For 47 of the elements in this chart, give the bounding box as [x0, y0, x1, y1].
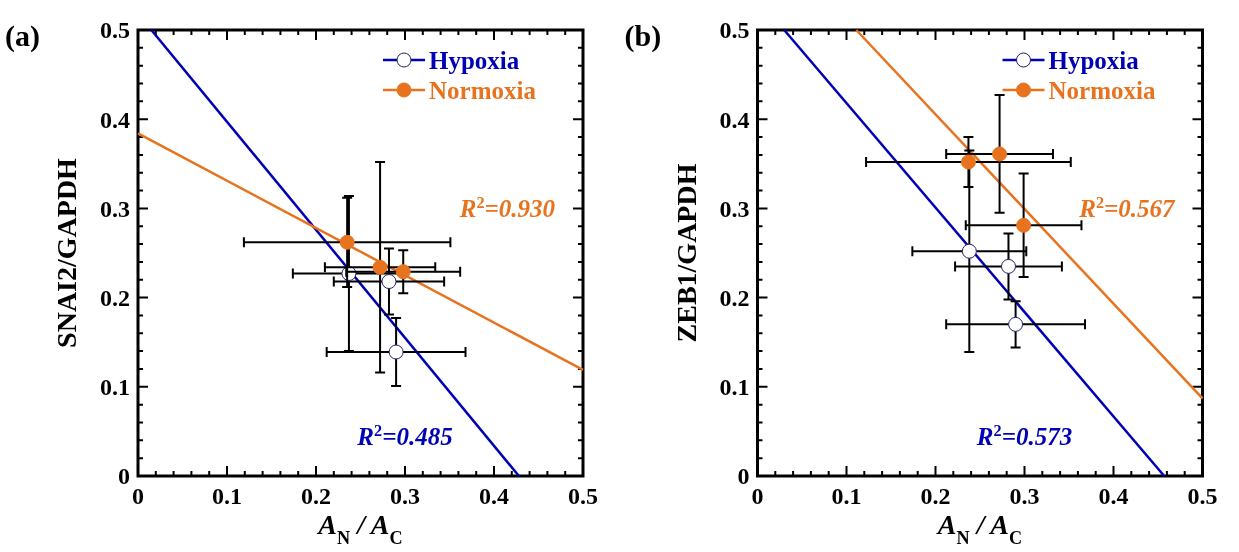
x-tick-label: 0.5	[1187, 483, 1218, 509]
x-tick-label: 0.4	[479, 483, 509, 509]
chart-title: (a)	[5, 19, 40, 53]
annotation: R$^{2}$=0.930	[458, 194, 556, 223]
x-tick-label: 0.1	[831, 483, 862, 509]
point	[1008, 316, 1024, 332]
x-axis-title: A$_{N}$ / A$_{C}$	[316, 509, 403, 548]
legend-label: Normoxia	[429, 76, 537, 104]
point	[961, 243, 977, 259]
y-tick-label: 0	[737, 463, 750, 490]
y-tick-label: 0.1	[719, 374, 750, 401]
x-tick-label: 0.2	[920, 483, 951, 509]
y-tick-label: 0	[118, 463, 130, 490]
y-tick-label: 0.2	[100, 285, 130, 311]
x-tick-label: 0.2	[301, 483, 331, 509]
y-tick-label: 0.3	[719, 195, 750, 222]
y-tick-label: 0.1	[100, 374, 130, 401]
legend-label: Hypoxia	[1048, 46, 1140, 74]
legend-label: Normoxia	[1048, 76, 1156, 104]
y-axis-title: SNAI2/GAPDH	[51, 157, 82, 348]
y-tick-label: 0.4	[719, 106, 750, 133]
x-tick-label: 0.1	[212, 483, 242, 509]
x-tick-label: 0.3	[390, 483, 420, 509]
point	[992, 146, 1008, 162]
y-axis-title: ZEB1/GAPDH	[670, 163, 702, 343]
y-tick-label: 0.3	[100, 195, 130, 222]
x-tick-label: 0.5	[568, 483, 598, 509]
y-tick-label: 0.5	[719, 17, 750, 44]
x-tick-label: 0.3	[1009, 483, 1040, 509]
point	[960, 154, 976, 170]
point	[395, 264, 411, 280]
x-tick-label: 0.4	[1098, 483, 1129, 509]
point	[372, 259, 388, 275]
y-tick-label: 0.2	[719, 285, 750, 311]
y-tick-label: 0.4	[100, 106, 130, 133]
annotation: R$^{2}$=0.485	[356, 421, 453, 450]
y-tick-label: 0.5	[100, 17, 130, 44]
chart-title: (b)	[624, 19, 662, 53]
point	[1016, 217, 1032, 233]
x-axis-title: A$_{N}$ / A$_{C}$	[935, 509, 1023, 548]
annotation: R$^{2}$=0.573	[975, 421, 1073, 450]
legend-label: Hypoxia	[429, 46, 520, 74]
point	[381, 274, 397, 290]
annotation: R$^{2}$=0.567	[1078, 194, 1176, 223]
point	[388, 344, 404, 360]
point	[1000, 258, 1016, 274]
point	[339, 234, 355, 250]
